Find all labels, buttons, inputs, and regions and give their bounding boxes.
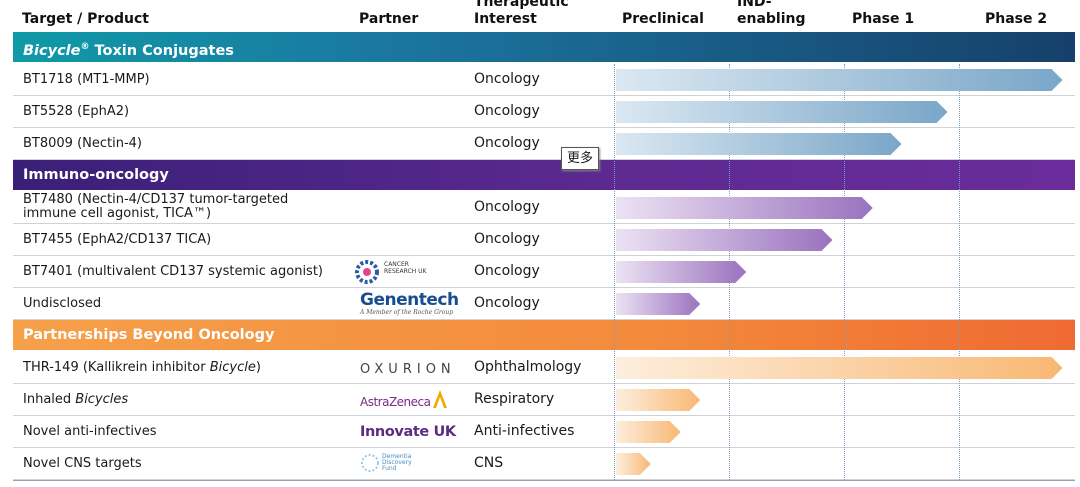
therapeutic-interest: Oncology — [474, 263, 540, 279]
header-ind-line2: enabling — [737, 11, 806, 27]
header-interest-line2: Interest — [474, 11, 537, 27]
table-row: BT7455 (EphA2/CD137 TICA) Oncology — [13, 224, 1075, 256]
section-partnerships: Partnerships Beyond Oncology — [13, 320, 1075, 350]
genentech-text: Genentech — [360, 290, 459, 310]
product-name: BT7401 (multivalent CD137 systemic agoni… — [23, 264, 323, 279]
product-name-italic: Bicycles — [75, 392, 129, 407]
innovate-uk-text: Innovate UK — [360, 424, 456, 440]
product-name-italic: Bicycle — [209, 360, 256, 375]
oxurion-logo: OXURION — [346, 360, 456, 380]
product-name: Novel anti-infectives — [23, 424, 156, 439]
product-name-text: BT7455 (EphA2/CD137 TICA) — [23, 232, 212, 247]
therapeutic-interest: CNS — [474, 455, 504, 471]
astrazeneca-text: AstraZeneca — [360, 395, 431, 409]
section-bicycle-italic: Bicycle — [23, 42, 81, 59]
section-immuno-oncology: Immuno-oncology — [13, 160, 1075, 190]
therapeutic-interest: Anti-infectives — [474, 423, 575, 439]
section-bicycle-reg: ® — [80, 42, 90, 52]
therapeutic-interest: Oncology — [474, 135, 540, 151]
therapeutic-interest: Oncology — [474, 231, 540, 247]
cancer-research-icon — [355, 260, 379, 284]
product-name: BT7480 (Nectin-4/CD137 tumor-targeted imm… — [23, 193, 288, 221]
product-name: Novel CNS targets — [23, 456, 142, 471]
oxurion-text: OXURION — [360, 362, 456, 377]
table-row: BT7480 (Nectin-4/CD137 tumor-targeted imm… — [13, 192, 1075, 224]
table-row: Inhaled Bicycles Respiratory — [13, 384, 1075, 416]
table-row: THR-149 (Kallikrein inhibitor Bicycle) Op… — [13, 352, 1075, 384]
therapeutic-interest: Oncology — [474, 71, 540, 87]
product-name-text: BT8009 (Nectin-4) — [23, 136, 142, 151]
table-row: Undisclosed Oncology — [13, 288, 1075, 320]
stage-divider-ind — [729, 64, 730, 480]
product-name-line1: BT7480 (Nectin-4/CD137 tumor-targeted — [23, 192, 289, 207]
product-name-end: ) — [255, 360, 261, 375]
bottom-rule — [13, 480, 1075, 481]
product-name-text: BT1718 (MT1-MMP) — [23, 72, 150, 87]
product-name: BT1718 (MT1-MMP) — [23, 72, 150, 87]
product-name: BT8009 (Nectin-4) — [23, 136, 142, 151]
product-name-text: BT5528 (EphA2) — [23, 104, 130, 119]
table-row: Novel anti-infectives Anti-infectives — [13, 416, 1075, 448]
product-name: Inhaled Bicycles — [23, 392, 128, 407]
stage-divider-phase1 — [844, 64, 845, 480]
header-preclinical: Preclinical — [622, 11, 704, 27]
header-partner: Partner — [359, 11, 419, 27]
stage-divider-preclinical — [614, 64, 615, 480]
therapeutic-interest: Oncology — [474, 103, 540, 119]
cancer-research-text: CANCER RESEARCH UK — [384, 261, 427, 275]
astrazeneca-logo: AstraZeneca — [346, 390, 456, 414]
product-name-text: Undisclosed — [23, 296, 102, 311]
section-bicycle-rest: Toxin Conjugates — [89, 42, 234, 59]
table-row: BT7401 (multivalent CD137 systemic agoni… — [13, 256, 1075, 288]
header-target: Target / Product — [22, 11, 149, 27]
dementia-discovery-text: Dementia Discovery Fund — [382, 453, 412, 472]
product-name: Undisclosed — [23, 296, 101, 311]
cancer-research-uk-logo: CANCER RESEARCH UK — [346, 259, 436, 285]
product-name-line2: immune cell agonist, TICA™) — [23, 206, 212, 221]
header-ind-line1: IND- — [737, 0, 772, 10]
header-interest-line1: Therapeutic — [474, 0, 569, 10]
table-row: BT5528 (EphA2) Oncology — [13, 96, 1075, 128]
therapeutic-interest: Ophthalmology — [474, 359, 582, 375]
product-name-text: Novel CNS targets — [23, 456, 142, 471]
therapeutic-interest: Oncology — [474, 199, 540, 215]
therapeutic-interest: Oncology — [474, 295, 540, 311]
product-name: BT7455 (EphA2/CD137 TICA) — [23, 232, 211, 247]
more-popup-button[interactable]: 更多 — [561, 147, 599, 170]
product-name-text: BT7401 (multivalent CD137 systemic agoni… — [23, 264, 323, 279]
product-name-text: Inhaled — [23, 392, 76, 407]
table-row: BT8009 (Nectin-4) Oncology — [13, 128, 1075, 160]
product-name-text: THR-149 (Kallikrein inhibitor — [23, 360, 210, 375]
header-phase2: Phase 2 — [985, 11, 1048, 27]
table-row: Novel CNS targets CNS — [13, 448, 1075, 480]
dementia-discovery-logo: Dementia Discovery Fund — [346, 452, 436, 476]
table-row: BT1718 (MT1-MMP) Oncology — [13, 64, 1075, 96]
product-name: THR-149 (Kallikrein inhibitor Bicycle) — [23, 360, 261, 375]
product-name: BT5528 (EphA2) — [23, 104, 129, 119]
therapeutic-interest: Respiratory — [474, 391, 555, 407]
section-bicycle-toxin-conjugates: Bicycle® Toxin Conjugates — [13, 32, 1075, 62]
header-phase1: Phase 1 — [852, 11, 915, 27]
innovate-uk-logo: Innovate UK — [346, 424, 456, 444]
stage-divider-phase2 — [959, 64, 960, 480]
genentech-subtext: A Member of the Roche Group — [360, 309, 454, 316]
astrazeneca-icon — [433, 390, 447, 408]
dementia-discovery-icon — [361, 454, 379, 472]
genentech-logo: Genentech A Member of the Roche Group — [346, 290, 459, 318]
product-name-text: Novel anti-infectives — [23, 424, 157, 439]
